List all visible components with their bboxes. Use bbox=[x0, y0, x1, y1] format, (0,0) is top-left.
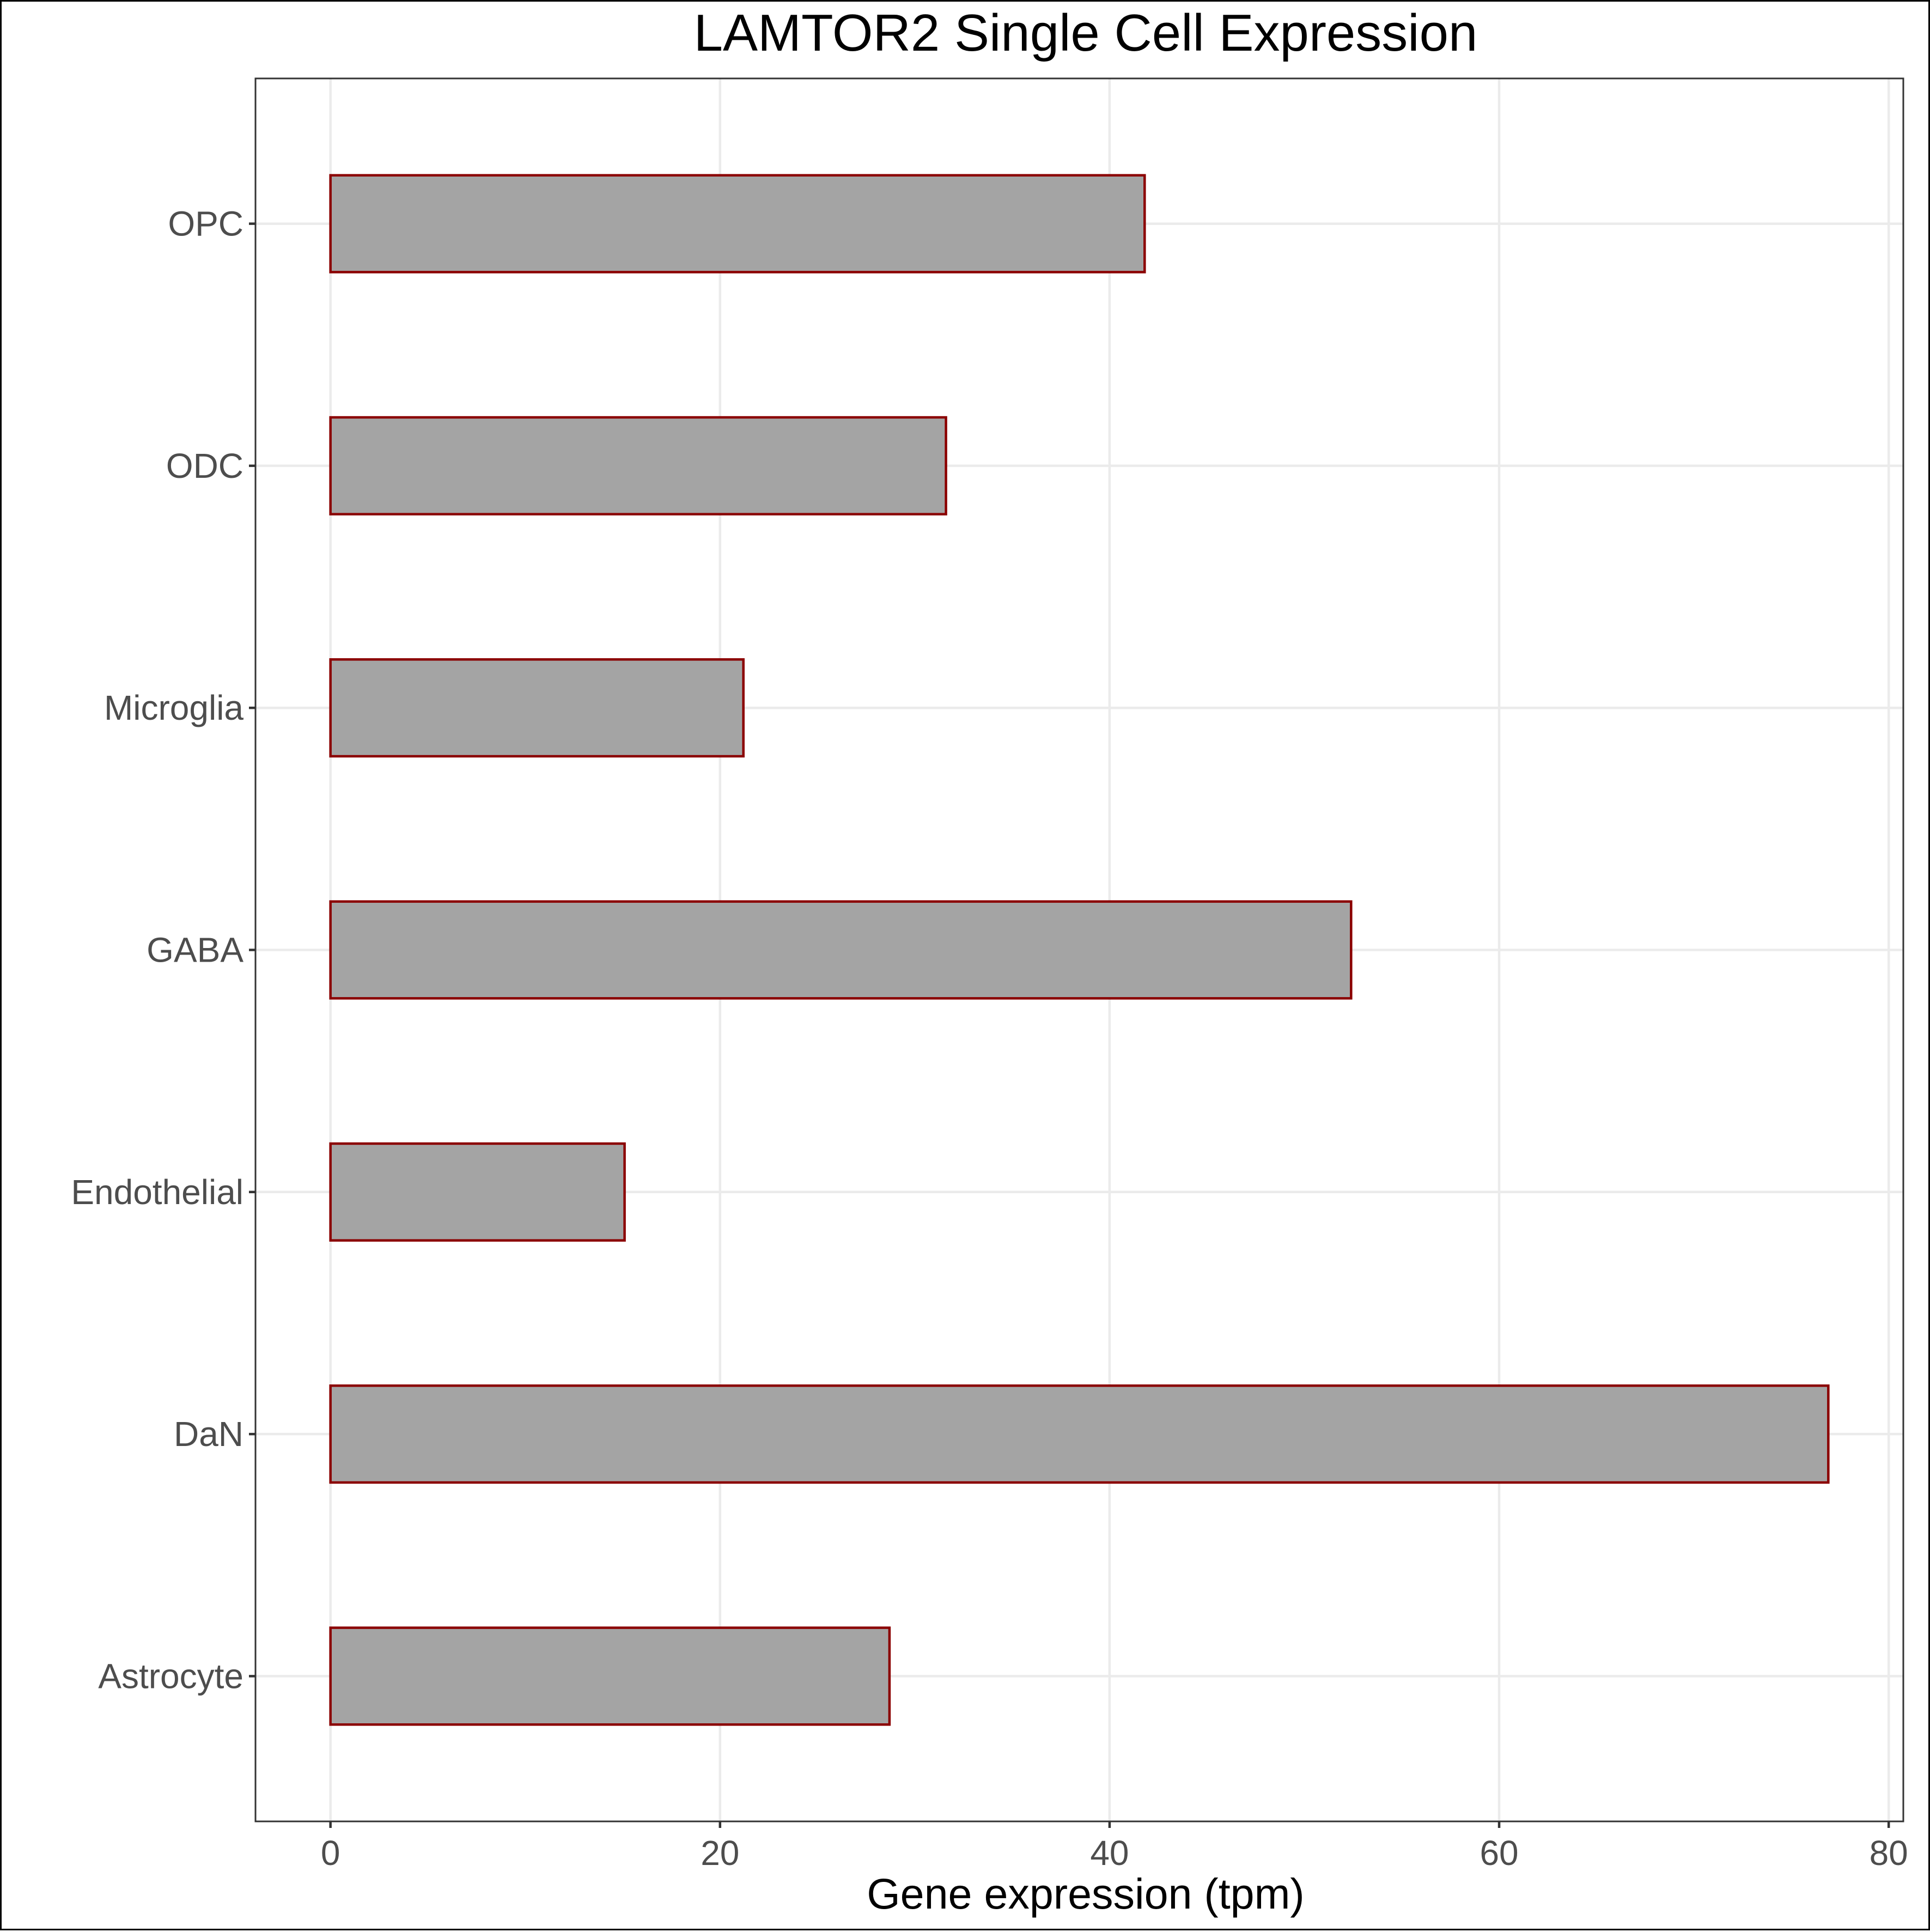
x-tick-label-0: 0 bbox=[321, 1833, 340, 1873]
y-tick-label-gaba: GABA bbox=[147, 931, 243, 970]
y-tick-label-dan: DaN bbox=[174, 1414, 243, 1454]
y-tick-label-opc: OPC bbox=[168, 204, 243, 244]
y-tick-label-microglia: Microglia bbox=[104, 688, 243, 727]
x-tick-label-40: 40 bbox=[1090, 1833, 1129, 1873]
y-tick-label-odc: ODC bbox=[166, 446, 243, 485]
x-axis-title: Gene expression (tpm) bbox=[867, 1869, 1305, 1918]
bar-odc bbox=[329, 416, 947, 515]
x-tick-label-20: 20 bbox=[701, 1833, 739, 1873]
bar-gaba bbox=[329, 900, 1353, 1000]
y-tick-label-astrocyte: Astrocyte bbox=[98, 1656, 243, 1696]
bar-endothelial bbox=[329, 1142, 626, 1242]
bar-astrocyte bbox=[329, 1626, 891, 1726]
tick-layer bbox=[249, 222, 1890, 1828]
x-tick-label-60: 60 bbox=[1480, 1833, 1518, 1873]
bar-opc bbox=[329, 174, 1146, 274]
chart-title: LAMTOR2 Single Cell Expression bbox=[694, 4, 1478, 62]
label-layer: 0 20 40 60 80 Astrocyte DaN Endothelial GABA Micr… bbox=[71, 204, 1908, 1873]
x-tick-label-80: 80 bbox=[1870, 1833, 1908, 1873]
bar-dan bbox=[329, 1384, 1830, 1484]
bar-layer bbox=[329, 174, 1830, 1726]
bar-microglia bbox=[329, 658, 745, 758]
y-tick-label-endothelial: Endothelial bbox=[71, 1172, 243, 1212]
